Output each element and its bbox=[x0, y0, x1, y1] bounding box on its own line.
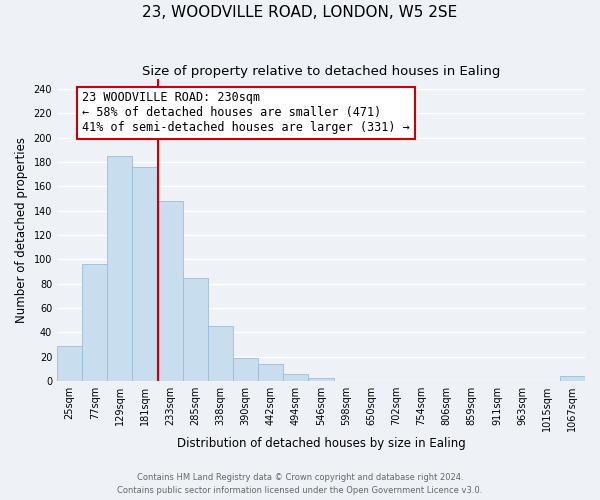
X-axis label: Distribution of detached houses by size in Ealing: Distribution of detached houses by size … bbox=[176, 437, 466, 450]
Text: Contains HM Land Registry data © Crown copyright and database right 2024.
Contai: Contains HM Land Registry data © Crown c… bbox=[118, 473, 482, 495]
Bar bbox=[57, 346, 82, 381]
Title: Size of property relative to detached houses in Ealing: Size of property relative to detached ho… bbox=[142, 65, 500, 78]
Text: 23 WOODVILLE ROAD: 230sqm
← 58% of detached houses are smaller (471)
41% of semi: 23 WOODVILLE ROAD: 230sqm ← 58% of detac… bbox=[82, 92, 410, 134]
Bar bbox=[258, 364, 283, 381]
Bar bbox=[308, 378, 334, 381]
Bar bbox=[82, 264, 107, 381]
Bar bbox=[208, 326, 233, 381]
Bar bbox=[560, 376, 585, 381]
Bar bbox=[158, 201, 183, 381]
Bar bbox=[133, 167, 158, 381]
Bar bbox=[107, 156, 133, 381]
Y-axis label: Number of detached properties: Number of detached properties bbox=[15, 137, 28, 323]
Text: 23, WOODVILLE ROAD, LONDON, W5 2SE: 23, WOODVILLE ROAD, LONDON, W5 2SE bbox=[142, 5, 458, 20]
Bar bbox=[183, 278, 208, 381]
Bar bbox=[283, 374, 308, 381]
Bar bbox=[233, 358, 258, 381]
